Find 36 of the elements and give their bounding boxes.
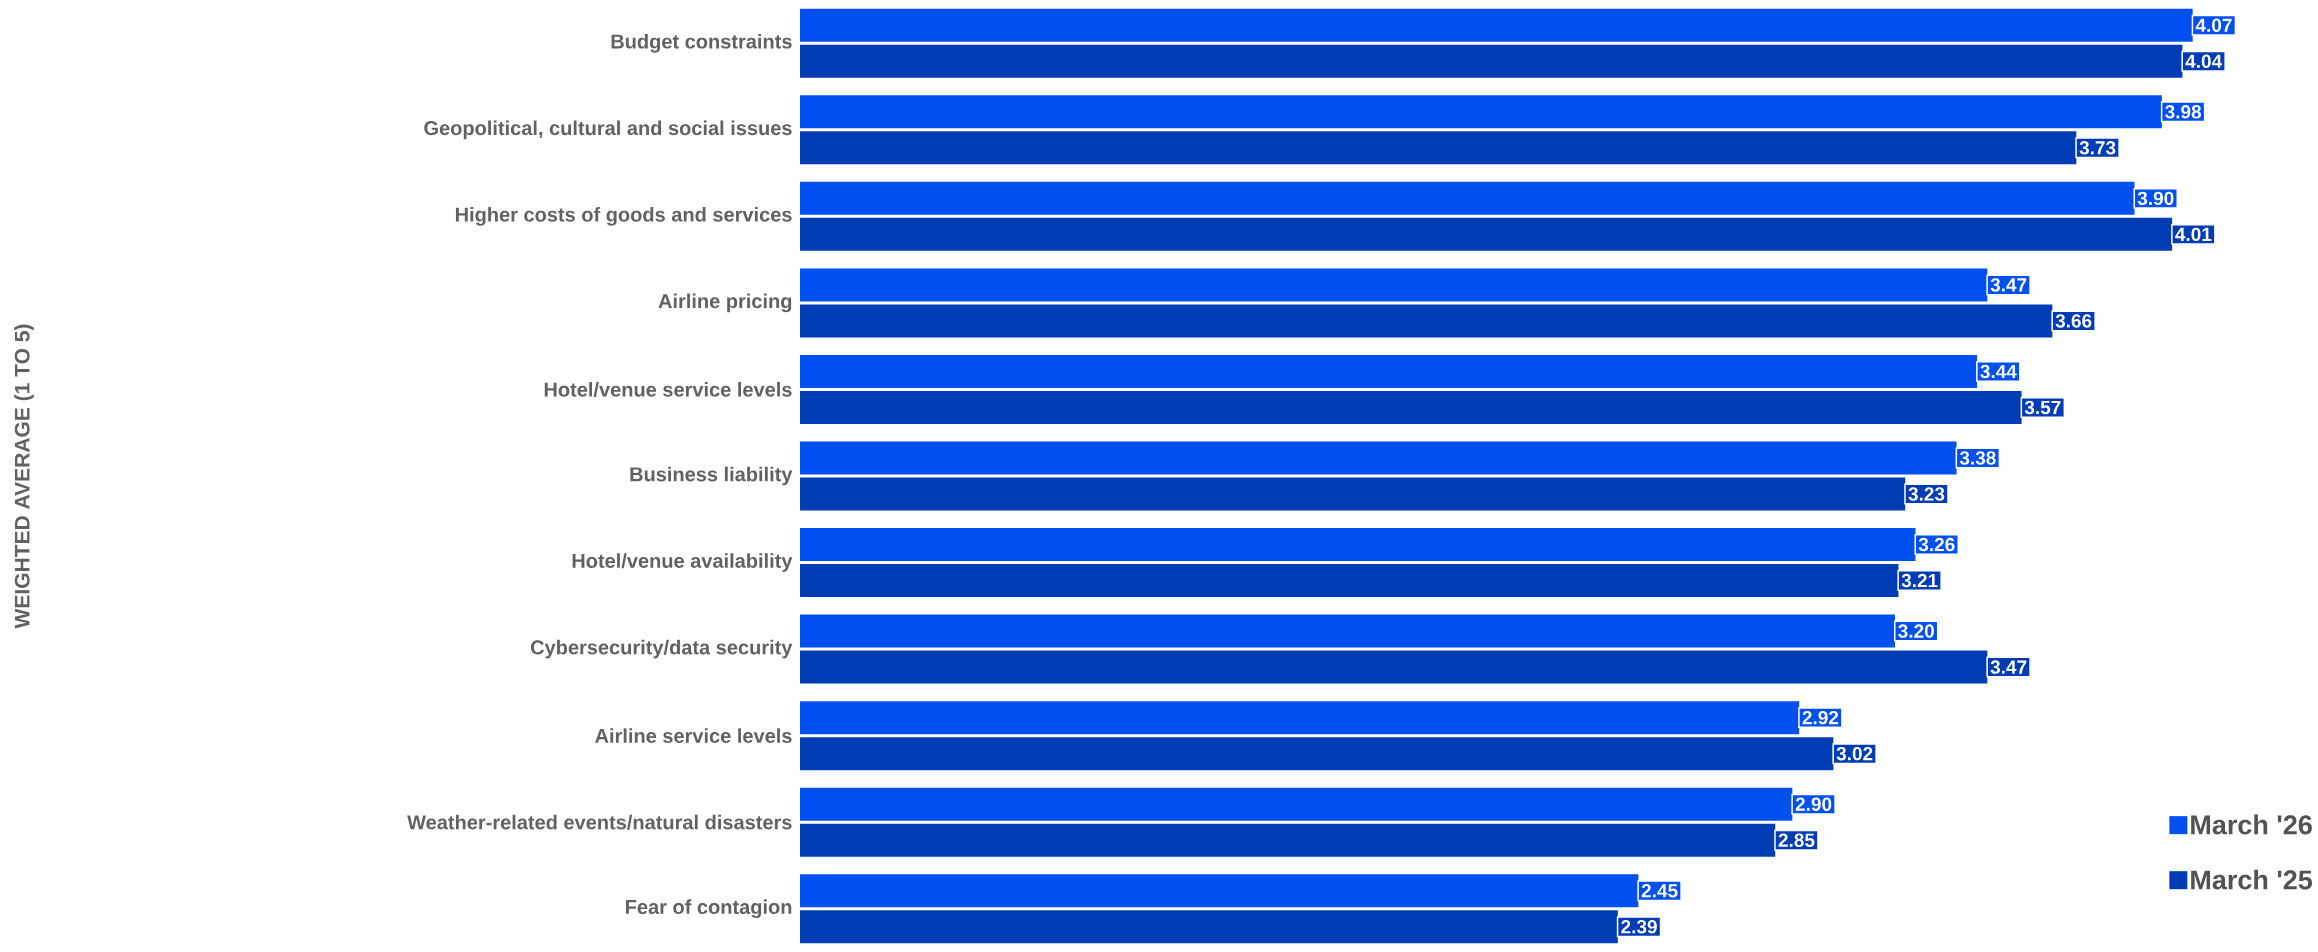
data-label: 3.20: [1898, 624, 1934, 638]
data-label: 3.21: [1901, 573, 1938, 588]
data-label: 2.92: [1802, 710, 1839, 725]
y-tick-label: Weather-related events/natural disasters: [407, 814, 792, 830]
data-label: 3.38: [1959, 451, 1996, 465]
data-label: 3.23: [1908, 487, 1945, 501]
legend-label: March '26: [2191, 814, 2312, 835]
y-tick-label: Geopolitical, cultural and social issues: [424, 120, 792, 140]
data-label: 4.01: [2175, 227, 2212, 242]
y-tick-label: Airline pricing: [658, 293, 792, 313]
y-tick-label: Hotel/venue availability: [572, 553, 793, 572]
data-label: 2.39: [1621, 920, 1657, 934]
data-label: 3.44: [1980, 364, 2017, 379]
data-label: 4.07: [2195, 18, 2232, 32]
y-tick-label: Fear of contagion: [626, 899, 792, 919]
data-label: 4.04: [2185, 54, 2223, 68]
data-label: 3.47: [1990, 660, 2027, 674]
data-label: 3.98: [2165, 105, 2202, 119]
y-tick-label: Business liability: [630, 466, 793, 486]
y-tick-label: Airline service levels: [595, 728, 792, 743]
y-tick-label: Cybersecurity/data security: [530, 639, 793, 659]
data-label: 3.73: [2079, 141, 2116, 155]
y-tick-label: Budget constraints: [611, 33, 792, 53]
data-label: 3.66: [2055, 314, 2092, 328]
data-label: 2.85: [1778, 833, 1815, 847]
y-tick-label: Higher costs of goods and services: [455, 206, 792, 226]
data-label: 2.90: [1795, 797, 1832, 811]
data-label: 3.26: [1918, 537, 1955, 552]
data-label: 3.47: [1990, 278, 2027, 292]
y-tick-label: Hotel/venue service levels: [544, 382, 792, 397]
data-label: 3.90: [2137, 191, 2174, 206]
data-label: 3.02: [1836, 746, 1873, 761]
data-label: 3.57: [2024, 400, 2061, 415]
data-label: 2.45: [1641, 884, 1678, 898]
text: WEIGHTED AVERAGE (1 TO 5): [14, 324, 34, 629]
legend-label: March '25: [2191, 869, 2313, 890]
